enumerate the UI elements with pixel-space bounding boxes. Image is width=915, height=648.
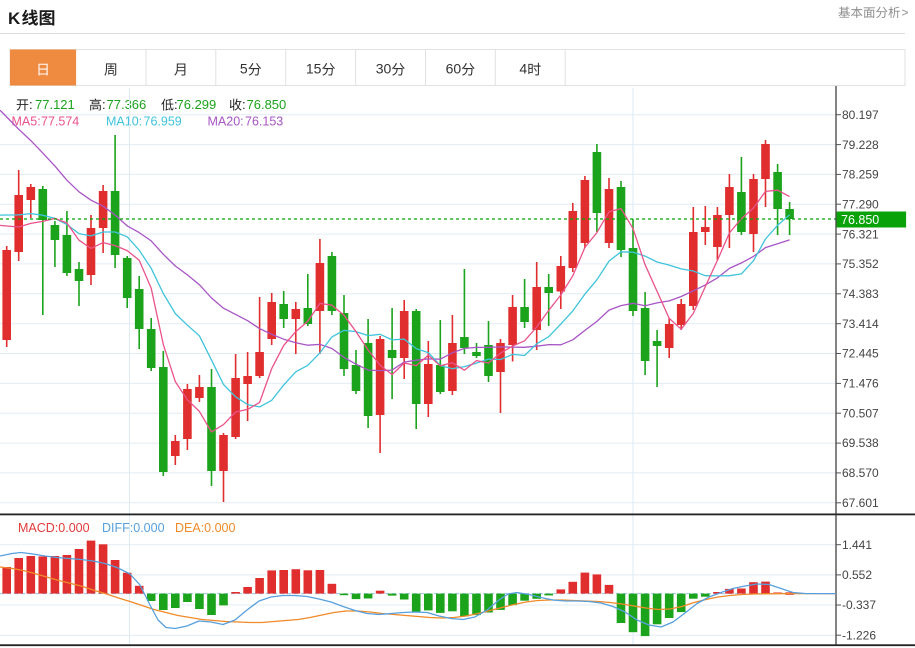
svg-text::: : <box>242 97 246 112</box>
svg-text:69.538: 69.538 <box>842 436 879 450</box>
svg-text:77.121: 77.121 <box>35 97 75 112</box>
svg-text:1.441: 1.441 <box>842 538 872 552</box>
svg-text:68.570: 68.570 <box>842 466 879 480</box>
svg-text:MACD:0.000: MACD:0.000 <box>18 521 90 535</box>
svg-text:71.476: 71.476 <box>842 377 879 391</box>
svg-text:>: > <box>902 6 909 20</box>
svg-text:77.366: 77.366 <box>107 97 147 112</box>
svg-text:76.850: 76.850 <box>841 213 879 227</box>
svg-text:MA10:: MA10: <box>106 115 142 129</box>
svg-text:74.383: 74.383 <box>842 287 879 301</box>
svg-text:80.197: 80.197 <box>842 108 879 122</box>
svg-text:MA5:: MA5: <box>12 115 41 129</box>
svg-text:76.153: 76.153 <box>245 115 283 129</box>
svg-text:K: K <box>8 9 21 28</box>
svg-text:78.259: 78.259 <box>842 168 879 182</box>
svg-text::: : <box>102 97 106 112</box>
svg-text:75.352: 75.352 <box>842 257 879 271</box>
svg-text:67.601: 67.601 <box>842 496 879 510</box>
svg-text:DIFF:0.000: DIFF:0.000 <box>102 521 165 535</box>
svg-text:72.445: 72.445 <box>842 347 879 361</box>
svg-text:15: 15 <box>306 61 322 77</box>
svg-text::: : <box>174 97 178 112</box>
svg-text:4: 4 <box>519 61 527 77</box>
svg-text:76.850: 76.850 <box>247 97 287 112</box>
svg-text:76.321: 76.321 <box>842 227 879 241</box>
svg-text:73.414: 73.414 <box>842 317 879 331</box>
svg-text:76.299: 76.299 <box>177 97 217 112</box>
svg-text:60: 60 <box>446 61 462 77</box>
svg-text:76.959: 76.959 <box>144 115 182 129</box>
svg-text::: : <box>29 97 33 112</box>
svg-text:0.552: 0.552 <box>842 568 872 582</box>
svg-text:DEA:0.000: DEA:0.000 <box>175 521 236 535</box>
svg-text:70.507: 70.507 <box>842 406 879 420</box>
svg-text:79.228: 79.228 <box>842 138 879 152</box>
svg-text:-1.226: -1.226 <box>842 628 876 642</box>
svg-text:5: 5 <box>240 61 248 77</box>
svg-text:77.574: 77.574 <box>41 115 79 129</box>
svg-text:-0.337: -0.337 <box>842 598 876 612</box>
svg-text:30: 30 <box>376 61 392 77</box>
svg-text:MA20:: MA20: <box>208 115 244 129</box>
svg-text:77.290: 77.290 <box>842 197 879 211</box>
